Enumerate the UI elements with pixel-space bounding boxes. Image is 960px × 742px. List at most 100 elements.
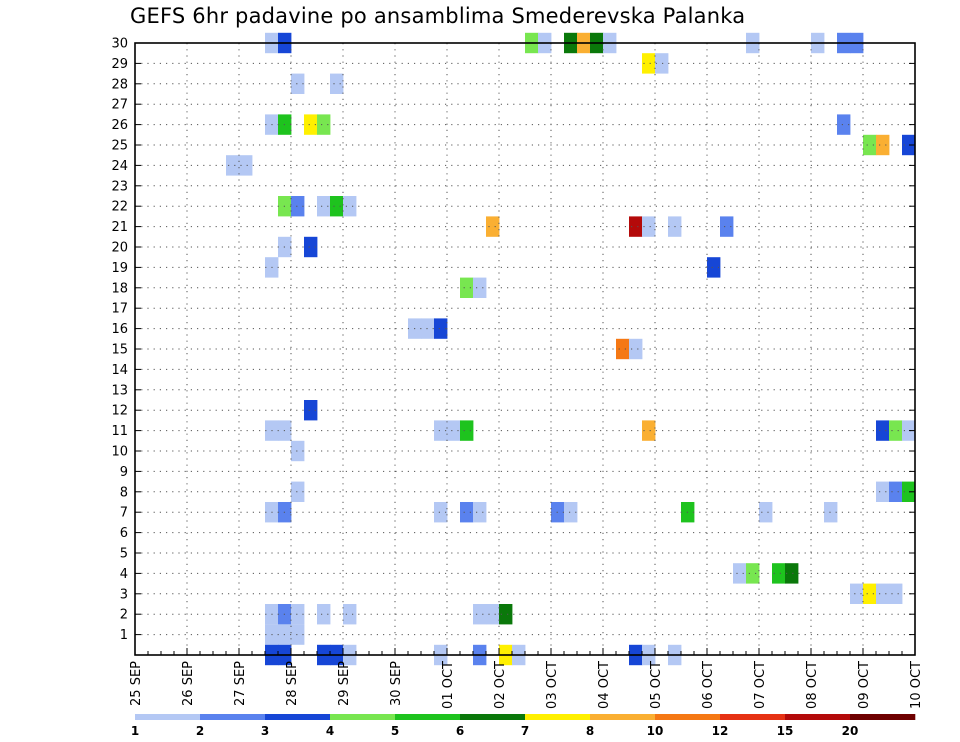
x-tick-label: 29 SEP — [337, 661, 352, 706]
precip-cell — [655, 53, 669, 74]
precip-cell — [317, 114, 331, 135]
precip-cell — [616, 338, 630, 360]
y-tick-label: 1 — [120, 628, 128, 643]
precip-cell — [291, 604, 305, 625]
legend-swatch — [460, 714, 526, 720]
x-tick-label: 28 SEP — [285, 661, 300, 706]
y-tick-label: 28 — [111, 77, 128, 92]
precip-cell — [226, 155, 240, 176]
y-tick-label: 17 — [111, 302, 128, 317]
x-tick-label: 09 OCT — [857, 661, 872, 709]
precip-cell — [889, 481, 903, 502]
precip-cell — [863, 583, 877, 604]
legend-swatch — [785, 714, 851, 720]
y-tick-label: 13 — [111, 383, 128, 398]
y-tick-label: 19 — [111, 261, 128, 276]
y-tick-label: 4 — [120, 567, 128, 582]
precip-cell — [304, 114, 318, 135]
x-tick-label: 07 OCT — [753, 661, 768, 709]
legend-swatch — [265, 714, 331, 720]
y-tick-label: 24 — [111, 159, 128, 174]
legend-label: 2 — [196, 724, 204, 738]
y-tick-label: 14 — [111, 363, 128, 378]
legend-label: 4 — [326, 724, 334, 738]
legend-label: 8 — [586, 724, 594, 738]
precip-cell — [473, 502, 487, 523]
precip-cell — [876, 583, 890, 604]
legend-swatch — [525, 714, 591, 720]
y-tick-label: 11 — [111, 424, 128, 439]
y-tick-label: 6 — [120, 526, 128, 541]
legend-swatch — [850, 714, 916, 720]
chart-title: GEFS 6hr padavine po ansamblima Smederev… — [130, 4, 746, 28]
legend-swatch — [590, 714, 656, 720]
precip-cell — [460, 277, 474, 298]
x-tick-label: 05 OCT — [649, 661, 664, 709]
legend-swatch — [135, 714, 201, 720]
precip-cell — [876, 420, 890, 441]
precip-cell — [629, 338, 643, 360]
x-tick-label: 10 OCT — [909, 661, 924, 709]
y-tick-label: 5 — [120, 547, 128, 562]
legend-swatch — [395, 714, 461, 720]
x-tick-label: 03 OCT — [545, 661, 560, 709]
precip-cell — [499, 604, 513, 625]
legend-label: 3 — [261, 724, 269, 738]
legend-label: 7 — [521, 724, 529, 738]
y-tick-label: 26 — [111, 118, 128, 133]
y-tick-label: 3 — [120, 587, 128, 602]
precip-cell — [889, 420, 903, 441]
precip-cell — [629, 216, 643, 237]
y-tick-label: 9 — [120, 465, 128, 480]
precip-cell — [902, 420, 916, 441]
legend-label: 10 — [647, 724, 664, 738]
precip-cell — [291, 196, 305, 217]
precip-cell — [304, 236, 318, 258]
x-tick-label: 25 SEP — [129, 661, 144, 706]
x-tick-label: 26 SEP — [181, 661, 196, 706]
plot-cells — [226, 32, 916, 666]
precip-cell — [642, 53, 656, 74]
precip-cell — [291, 440, 305, 462]
precip-cell — [876, 134, 890, 156]
plot-frame — [134, 42, 916, 656]
precip-cell — [824, 502, 838, 523]
y-tick-label: 12 — [111, 404, 128, 419]
precip-cell — [837, 114, 851, 135]
y-tick-label: 8 — [120, 485, 128, 500]
y-tick-label: 18 — [111, 281, 128, 296]
precip-cell — [239, 155, 253, 176]
legend-label: 12 — [712, 724, 729, 738]
y-tick-label: 10 — [111, 445, 128, 460]
precip-cell — [304, 400, 318, 421]
precip-cell — [720, 216, 734, 237]
precip-cell — [486, 604, 500, 625]
legend-swatch — [655, 714, 721, 720]
precip-cell — [785, 563, 799, 584]
precip-cell — [434, 420, 448, 441]
precip-cell — [343, 196, 357, 217]
x-tick-label: 04 OCT — [597, 661, 612, 709]
x-tick-label: 08 OCT — [805, 661, 820, 709]
precip-cell — [473, 277, 487, 298]
precip-cell — [746, 563, 760, 584]
precip-cell — [343, 604, 357, 625]
precip-cell — [460, 420, 474, 441]
precip-cell — [707, 257, 721, 278]
precip-cell — [759, 502, 773, 523]
legend-swatch — [330, 714, 396, 720]
precip-cell — [642, 216, 656, 237]
x-tick-label: 27 SEP — [233, 661, 248, 706]
precip-cell — [902, 134, 916, 156]
x-axis-ticks: 25 SEP 26 SEP 27 SEP 28 SEP 29 SEP 30 SEP 01 O… — [129, 648, 924, 709]
legend-label: 15 — [777, 724, 794, 738]
y-tick-label: 23 — [111, 179, 128, 194]
y-axis-ticks: 1234567891011121314151617181920212223242… — [111, 37, 915, 643]
x-tick-label: 30 SEP — [389, 661, 404, 706]
precip-cell — [564, 502, 578, 523]
precip-cell — [772, 563, 786, 584]
y-tick-label: 27 — [111, 98, 128, 113]
y-tick-label: 22 — [111, 200, 128, 215]
precip-cell — [876, 481, 890, 502]
